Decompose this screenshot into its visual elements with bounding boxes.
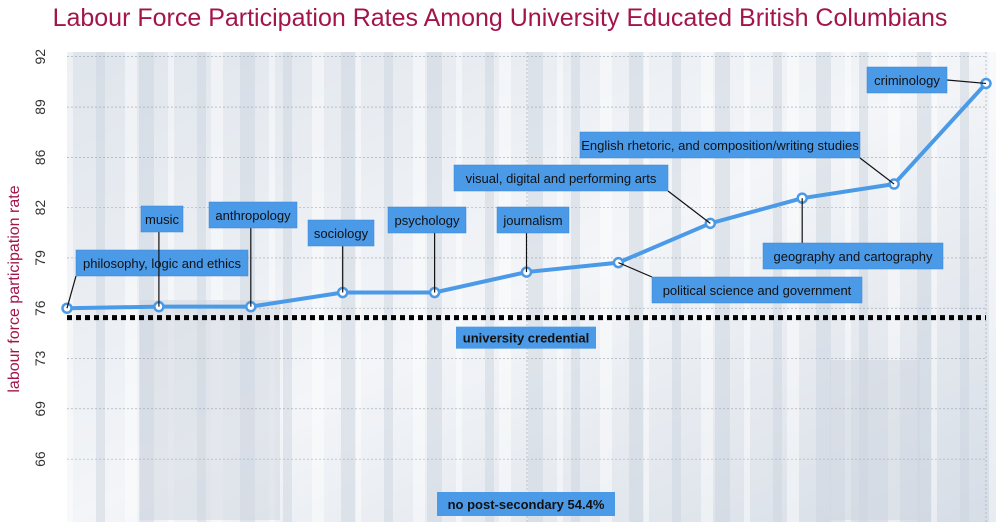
data-label: psychology [394, 213, 460, 228]
column-stripe [485, 52, 494, 522]
data-label-box [762, 242, 944, 270]
data-label-box [387, 206, 467, 234]
data-label-box [208, 201, 298, 229]
y-tick-label: 66 [32, 451, 48, 467]
data-label-box [651, 276, 863, 304]
column-stripe [197, 52, 206, 522]
pillar-base [140, 300, 280, 520]
leader-line [66, 275, 77, 309]
column-stripe [96, 52, 105, 522]
data-label: philosophy, logic and ethics [83, 256, 242, 271]
y-tick-label: 92 [32, 49, 48, 65]
y-tick-label: 82 [32, 200, 48, 216]
reference-label: university credential [463, 331, 589, 346]
data-label: English rhetoric, and composition/writin… [581, 138, 859, 153]
column-stripe [859, 52, 868, 522]
column-stripe [600, 52, 612, 522]
data-label-box [75, 249, 249, 277]
data-label: journalism [502, 213, 562, 228]
reference-label-box [456, 326, 596, 349]
leader-line [946, 79, 987, 85]
annotation-label: no post-secondary 54.4% [448, 497, 605, 512]
data-label-box [307, 219, 375, 247]
column-stripe [989, 52, 1000, 522]
annotation-box [437, 492, 615, 516]
data-label: criminology [874, 73, 940, 88]
y-tick-label: 89 [32, 99, 48, 115]
leader-line [618, 262, 653, 278]
leader-line [859, 157, 895, 185]
y-tick-label: 76 [32, 300, 48, 316]
column-stripe [528, 52, 543, 522]
chart-title: Labour Force Participation Rates Among U… [52, 4, 948, 32]
column-stripe [355, 52, 361, 522]
y-tick-label: 86 [32, 149, 48, 165]
data-label: anthropology [215, 208, 291, 223]
column-stripe [931, 52, 937, 522]
column-stripe [168, 52, 174, 522]
data-label: music [145, 212, 179, 227]
data-label: geography and cartography [773, 249, 933, 264]
data-label: visual, digital and performing arts [466, 171, 657, 186]
column-stripe [312, 52, 324, 522]
column-stripe [67, 52, 73, 522]
column-stripe [557, 52, 563, 522]
column-stripe [960, 52, 969, 522]
column-stripe [125, 52, 137, 522]
data-label: political science and government [663, 283, 852, 298]
data-label: sociology [314, 226, 369, 241]
pillar-base [830, 360, 920, 520]
y-tick-label: 73 [32, 351, 48, 367]
y-tick-label: 69 [32, 401, 48, 417]
column-stripe [341, 52, 356, 522]
column-stripe [384, 52, 393, 522]
data-label-box [579, 131, 861, 159]
column-stripe [571, 52, 580, 522]
column-stripe [917, 52, 932, 522]
column-stripe [499, 52, 511, 522]
column-stripe [269, 52, 275, 522]
data-label-box [496, 206, 570, 234]
y-tick-label: 79 [32, 250, 48, 266]
data-label-box [453, 164, 669, 192]
column-stripe [283, 52, 292, 522]
column-stripe [413, 52, 425, 522]
leader-line [667, 190, 711, 224]
column-stripe [643, 52, 649, 522]
data-label-box [866, 66, 948, 94]
column-stripe [629, 52, 644, 522]
data-label-box [140, 205, 184, 233]
